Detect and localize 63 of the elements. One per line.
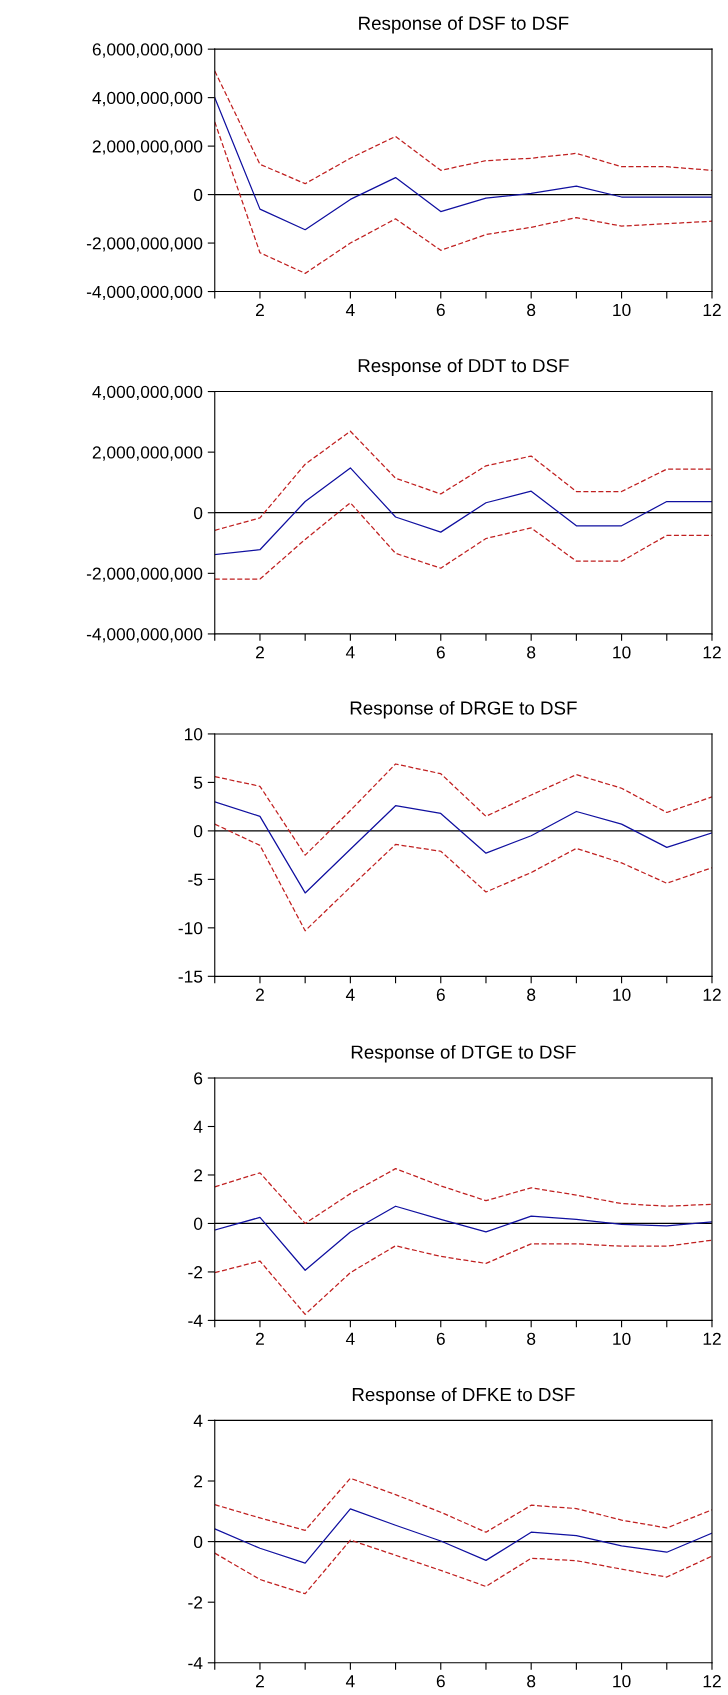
x-tick-label: 8 xyxy=(527,303,536,317)
x-tick-label: 6 xyxy=(436,646,445,659)
y-tick-label: 4 xyxy=(193,1120,203,1133)
y-tick-label: -4 xyxy=(188,1657,203,1670)
x-tick-label: 12 xyxy=(703,988,721,1001)
y-tick-label: -2 xyxy=(188,1596,203,1609)
chart-title: Response of DRGE to DSF xyxy=(350,700,577,719)
x-tick-label: 2 xyxy=(256,1332,264,1345)
y-tick-label: -10 xyxy=(178,922,203,935)
y-tick-label: 4,000,000,000 xyxy=(92,385,203,401)
x-tick-label: 12 xyxy=(703,1675,721,1688)
x-tick-label: 10 xyxy=(613,1675,631,1688)
y-tick-label: 10 xyxy=(184,728,203,741)
x-tick-label: 8 xyxy=(527,988,536,1001)
x-tick-label: 4 xyxy=(345,1332,355,1345)
x-tick-label: 10 xyxy=(613,988,631,1001)
y-tick-label: -5 xyxy=(188,873,203,886)
x-tick-label: 10 xyxy=(613,1332,631,1345)
y-tick-label: -2 xyxy=(188,1266,203,1279)
y-tick-label: 6 xyxy=(194,1072,203,1085)
chart-title: Response of DDT to DSF xyxy=(358,358,569,376)
y-tick-label: -2,000,000,000 xyxy=(86,567,203,582)
x-tick-label: 6 xyxy=(436,303,445,317)
y-tick-label: 0 xyxy=(193,188,203,202)
y-tick-label: 4 xyxy=(193,1414,203,1427)
y-tick-label: 0 xyxy=(193,1535,203,1549)
y-tick-label: 0 xyxy=(193,825,203,838)
x-tick-label: 2 xyxy=(256,1675,264,1688)
x-tick-label: 12 xyxy=(703,646,721,659)
y-tick-label: -4,000,000,000 xyxy=(86,628,203,643)
chart-title: Response of DSF to DSF xyxy=(359,16,569,34)
x-tick-label: 12 xyxy=(703,1332,721,1345)
y-tick-label: -15 xyxy=(178,970,203,983)
x-tick-label: 6 xyxy=(436,1332,445,1345)
chart-title: Response of DFKE to DSF xyxy=(352,1387,575,1405)
x-tick-label: 12 xyxy=(703,303,721,316)
y-tick-label: 0 xyxy=(193,506,203,520)
y-tick-label: 2 xyxy=(194,1169,203,1182)
x-tick-label: 4 xyxy=(345,646,355,659)
x-tick-label: 8 xyxy=(527,1675,536,1688)
x-tick-label: 4 xyxy=(345,988,355,1001)
y-tick-label: -4 xyxy=(188,1314,203,1327)
x-tick-label: 4 xyxy=(345,303,355,316)
x-tick-label: 6 xyxy=(436,1675,445,1688)
y-tick-label: -2,000,000,000 xyxy=(86,237,203,252)
y-tick-label: 0 xyxy=(193,1217,203,1230)
x-tick-label: 8 xyxy=(527,646,536,659)
y-tick-label: 5 xyxy=(193,776,203,789)
x-tick-label: 2 xyxy=(256,646,264,659)
x-tick-label: 2 xyxy=(256,988,264,1001)
x-tick-label: 10 xyxy=(613,303,631,317)
x-tick-label: 2 xyxy=(256,303,264,316)
x-tick-label: 8 xyxy=(527,1332,536,1345)
y-tick-label: 6,000,000,000 xyxy=(92,43,203,58)
y-tick-label: 4,000,000,000 xyxy=(92,91,203,107)
y-tick-label: 2 xyxy=(194,1475,203,1488)
y-tick-label: -4,000,000,000 xyxy=(86,285,203,301)
y-tick-label: 2,000,000,000 xyxy=(92,140,203,155)
chart-title: Response of DTGE to DSF xyxy=(351,1045,576,1063)
y-tick-label: 2,000,000,000 xyxy=(92,446,203,461)
x-tick-label: 10 xyxy=(613,646,631,659)
x-tick-label: 4 xyxy=(345,1675,355,1688)
x-tick-label: 6 xyxy=(436,988,445,1001)
